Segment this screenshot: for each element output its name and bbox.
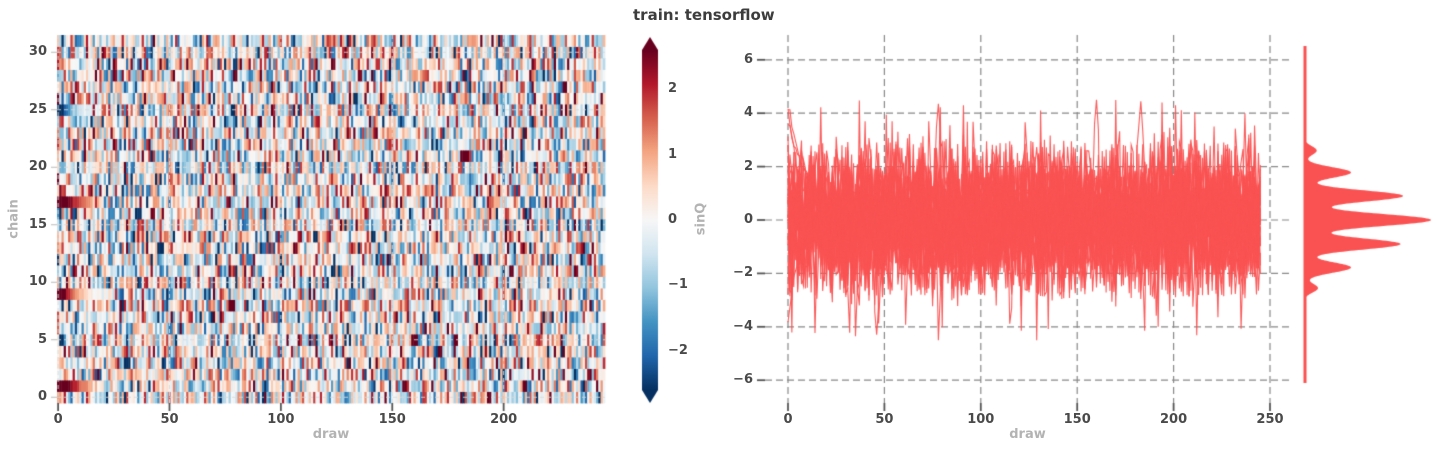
heatmap-x-axis-label: draw — [312, 427, 350, 442]
trace-y-tick-label: 2 — [743, 158, 753, 174]
trace-y-tick-label: 6 — [743, 51, 753, 67]
colorbar-tick-label: −2 — [668, 342, 688, 358]
trace-x-tick-label: 250 — [1256, 412, 1284, 427]
heatmap-y-tick-label: 30 — [28, 44, 47, 60]
trace-y-tick-label: 0 — [743, 212, 753, 227]
heatmap-y-tick-label: 5 — [37, 331, 47, 347]
trace-x-tick-label: 200 — [1160, 412, 1188, 427]
trace-x-tick-label: 150 — [1063, 412, 1091, 427]
heatmap-y-tick-label: 10 — [28, 274, 47, 290]
trace-y-axis-label: sinQ — [693, 202, 709, 236]
colorbar-tick-label: −1 — [668, 277, 688, 293]
trace-y-tick-label: 4 — [743, 105, 753, 121]
heatmap-y-tick-label: 15 — [28, 216, 47, 232]
heatmap-y-tick-label: 25 — [28, 101, 47, 117]
colorbar-tick-label: 2 — [668, 81, 678, 97]
heatmap-y-tick-label: 20 — [28, 159, 47, 175]
trace-x-tick-label: 0 — [783, 412, 793, 427]
trace-x-tick-label: 50 — [875, 412, 894, 427]
trace-y-tick-label: −6 — [733, 372, 753, 388]
heatmap-x-tick-label: 200 — [490, 412, 518, 427]
heatmap-y-tick-label: 0 — [37, 389, 47, 405]
trace-y-tick-label: −4 — [733, 318, 753, 334]
heatmap-x-tick-label: 150 — [378, 412, 406, 427]
heatmap-x-tick-label: 50 — [160, 412, 179, 427]
heatmap-x-tick-label: 0 — [53, 412, 63, 427]
trace-y-tick-label: −2 — [733, 265, 753, 281]
heatmap-x-tick-label: 100 — [267, 412, 295, 427]
trace-x-axis-label: draw — [1009, 427, 1046, 442]
figure-title: train: tensorflow — [633, 6, 775, 24]
colorbar-tick-label: 0 — [668, 212, 678, 227]
trace-x-tick-label: 100 — [967, 412, 995, 427]
colorbar-tick-label: 1 — [668, 146, 678, 162]
